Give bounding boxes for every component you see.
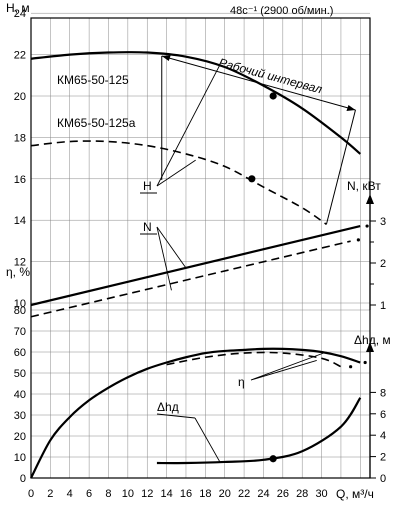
q-tick-label: 6 xyxy=(86,488,92,500)
leader-line xyxy=(156,64,221,187)
dh-tick-label: 0 xyxy=(380,473,386,485)
eta-tick-label: 50 xyxy=(14,368,26,380)
curve-end-mark xyxy=(365,224,369,228)
leader-line xyxy=(250,351,327,381)
working-range-right-bound xyxy=(325,109,356,225)
curve-end-mark xyxy=(356,238,360,242)
axes: 1012141618202224260102030405060708012302… xyxy=(14,8,386,500)
leader-line xyxy=(156,159,196,187)
series-dh-solid-6 xyxy=(156,397,362,465)
q-tick-label: 0 xyxy=(28,488,34,500)
operating-point-marker xyxy=(248,175,256,183)
q-axis-label: Q, м³/ч xyxy=(336,487,374,501)
operating-point-marker xyxy=(269,455,277,463)
n-tick-label: 1 xyxy=(380,300,386,312)
labels-layer: 48c⁻¹ (2900 об/мин.) H, м N, кВт η, % Δh… xyxy=(6,1,391,501)
series-H-dashed-1 xyxy=(30,140,327,226)
q-tick-label: 12 xyxy=(141,488,153,500)
label-h-curve: H xyxy=(143,179,152,193)
q-tick-label: 16 xyxy=(180,488,192,500)
working-range-arrow-right xyxy=(346,105,356,111)
working-range-arrow-left xyxy=(161,55,171,61)
q-tick-label: 4 xyxy=(67,488,73,500)
dh-axis-arrow xyxy=(366,342,374,352)
q-tick-label: 8 xyxy=(105,488,111,500)
series-N-solid-2 xyxy=(30,224,361,307)
h-axis-label: H, м xyxy=(6,1,30,15)
dh-label-underline xyxy=(156,413,196,419)
leader-line xyxy=(156,226,187,269)
n-tick-label: 2 xyxy=(380,258,386,270)
label-km65-50-125a: КМ65-50-125а xyxy=(57,116,136,130)
eta-axis-label: η, % xyxy=(6,265,30,279)
series-N-dashed-3 xyxy=(30,240,351,318)
eta-tick-label: 40 xyxy=(14,389,26,401)
operating-point-marker xyxy=(269,92,277,100)
h-tick-label: 18 xyxy=(14,132,26,144)
q-tick-label: 18 xyxy=(199,488,211,500)
q-tick-label: 20 xyxy=(219,488,231,500)
q-tick-label: 2 xyxy=(47,488,53,500)
series-eta-dashed-5 xyxy=(166,351,342,368)
leader-line xyxy=(156,226,172,291)
n-axis-arrow xyxy=(366,194,374,204)
q-tick-label: 10 xyxy=(122,488,134,500)
eta-tick-label: 20 xyxy=(14,431,26,443)
h-tick-label: 12 xyxy=(14,257,26,269)
eta-tick-label: 10 xyxy=(14,452,26,464)
dh-tick-label: 6 xyxy=(380,409,386,421)
series-H-solid-0 xyxy=(30,51,362,155)
q-tick-label: 28 xyxy=(296,488,308,500)
n-tick-label: 3 xyxy=(380,216,386,228)
n-axis-label: N, кВт xyxy=(347,179,381,193)
q-tick-label: 24 xyxy=(257,488,269,500)
h-tick-label: 14 xyxy=(14,215,26,227)
speed-label: 48c⁻¹ (2900 об/мин.) xyxy=(230,5,333,17)
label-eta-curve: η xyxy=(238,375,245,389)
h-tick-label: 16 xyxy=(14,174,26,186)
q-tick-label: 26 xyxy=(277,488,289,500)
leader-line xyxy=(250,359,317,381)
curve-end-mark xyxy=(363,360,367,365)
series-layer xyxy=(30,51,369,479)
eta-tick-label: 80 xyxy=(14,305,26,317)
dh-tick-label: 4 xyxy=(380,430,386,442)
label-dh-curve: Δhд xyxy=(157,400,179,414)
curve-end-mark xyxy=(349,365,353,369)
eta-tick-label: 30 xyxy=(14,410,26,422)
dh-tick-label: 8 xyxy=(380,387,386,399)
h-tick-label: 10 xyxy=(14,298,26,310)
leader-line xyxy=(194,417,221,463)
q-tick-label: 14 xyxy=(160,488,172,500)
label-n-curve: N xyxy=(143,220,152,234)
grid xyxy=(31,12,370,479)
eta-tick-label: 60 xyxy=(14,347,26,359)
h-tick-label: 24 xyxy=(14,8,26,20)
q-tick-label: 22 xyxy=(238,488,250,500)
dh-axis-label: Δhд, м xyxy=(354,333,391,347)
label-km65-50-125: КМ65-50-125 xyxy=(57,73,129,87)
h-tick-label: 22 xyxy=(14,50,26,62)
series-eta-solid-4 xyxy=(30,347,361,479)
working-range-line xyxy=(161,55,356,111)
q-tick-label: 30 xyxy=(315,488,327,500)
eta-tick-label: 70 xyxy=(14,326,26,338)
h-tick-label: 20 xyxy=(14,91,26,103)
dh-tick-label: 2 xyxy=(380,452,386,464)
eta-tick-label: 0 xyxy=(20,473,26,485)
